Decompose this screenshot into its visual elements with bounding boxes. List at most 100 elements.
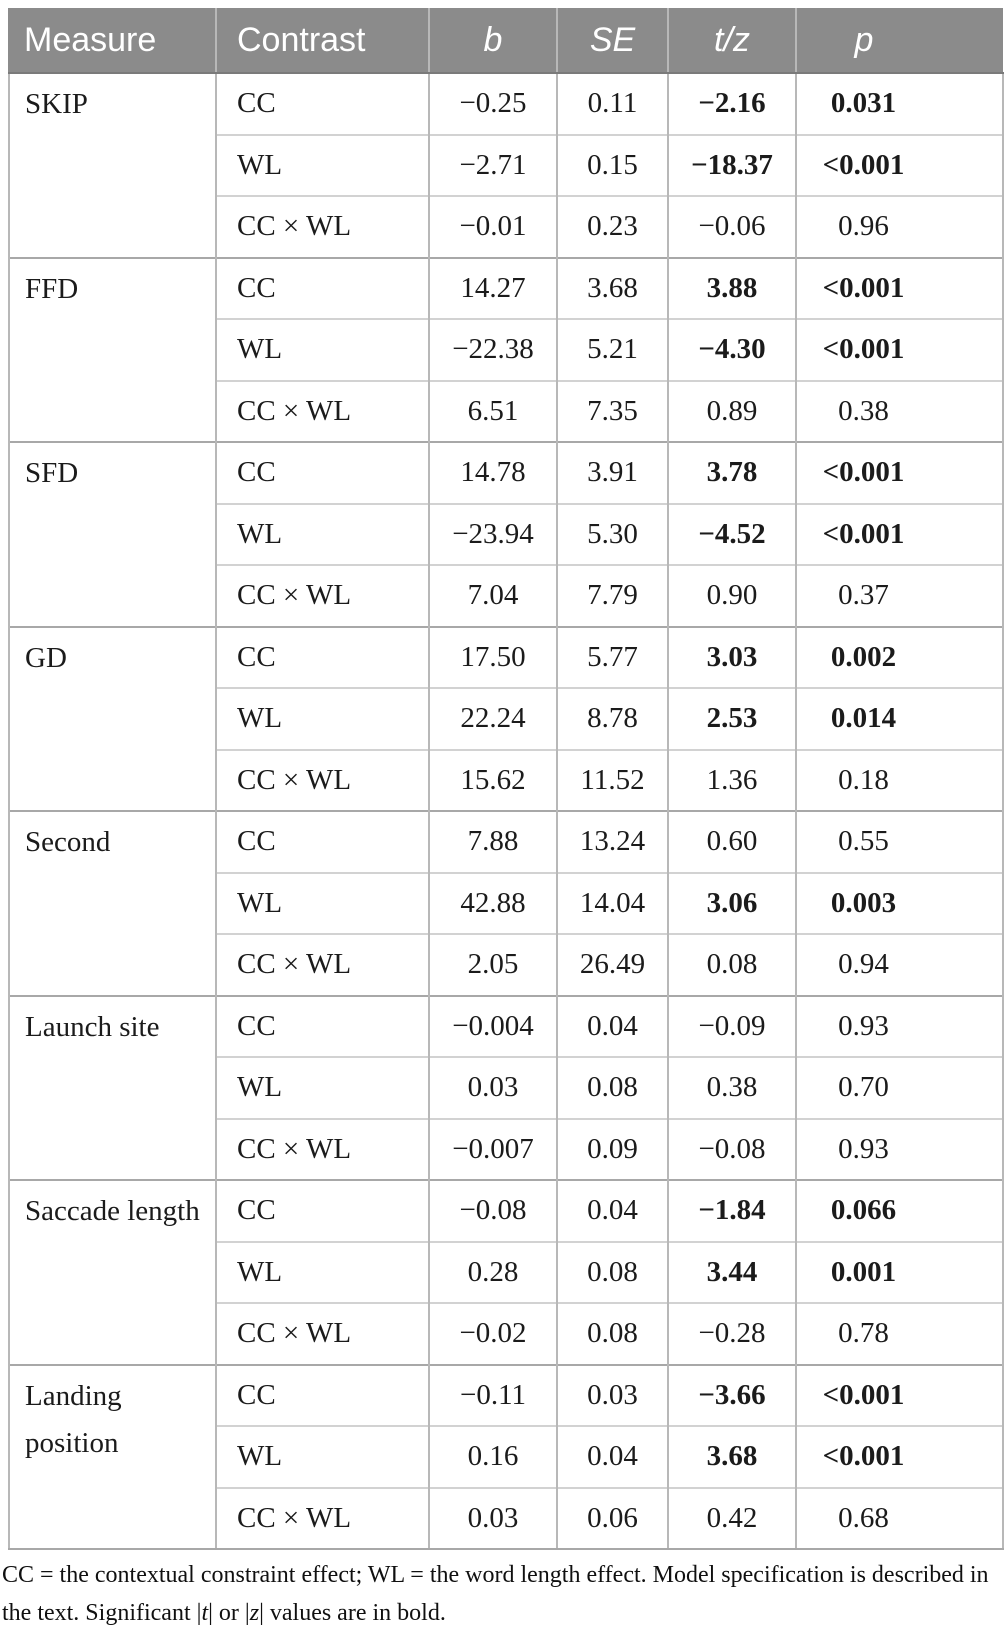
se-value: 0.15 [556, 133, 668, 196]
table-header: Measure Contrast b SE t/z p [8, 8, 1003, 74]
tz-value: −4.52 [667, 502, 796, 565]
b-value: −23.94 [428, 502, 557, 565]
table-row: CC × WL 7.04 7.79 0.90 0.37 [9, 564, 1004, 627]
p-value: 0.002 [795, 625, 1004, 688]
p-value: <0.001 [795, 441, 1004, 504]
se-value: 11.52 [556, 748, 668, 811]
p-value: 0.003 [795, 871, 1004, 934]
b-value: −2.71 [428, 133, 557, 196]
p-value: 0.031 [795, 73, 1004, 135]
table-row: Landing position CC −0.11 0.03 −3.66 <0.001 [8, 1363, 1004, 1550]
col-header-measure: Measure [8, 8, 216, 74]
footnote-text: | values are in bold. [259, 1600, 446, 1626]
tz-value: 0.90 [667, 564, 796, 627]
footnote-text: CC = the contextual constraint effect; W… [2, 1562, 989, 1626]
p-value: 0.066 [795, 1179, 1004, 1242]
tz-value: −4.30 [667, 318, 796, 381]
contrast-label: CC [215, 625, 429, 688]
contrast-label: CC × WL [215, 1117, 429, 1180]
b-value: 6.51 [428, 379, 557, 442]
se-value: 0.09 [556, 1117, 668, 1180]
table-row: SFD CC 14.78 3.91 3.78 <0.001 [8, 441, 1004, 627]
col-header-b: b [428, 8, 557, 74]
p-value: 0.18 [795, 748, 1004, 811]
contrast-label: WL [215, 1056, 429, 1119]
b-value: 0.03 [428, 1056, 557, 1119]
p-value: <0.001 [795, 1363, 1004, 1426]
table-row: WL 0.03 0.08 0.38 0.70 [9, 1056, 1004, 1119]
se-value: 0.23 [556, 195, 668, 258]
se-value: 8.78 [556, 687, 668, 750]
table-row: CC × WL −0.01 0.23 −0.06 0.96 [9, 195, 1004, 258]
measure-label: FFD [8, 256, 216, 442]
contrast-label: CC × WL [215, 933, 429, 996]
col-header-tz: t/z [667, 8, 796, 74]
tz-value: −3.66 [667, 1363, 796, 1426]
p-value: 0.55 [795, 810, 1004, 873]
table-row: CC × WL −0.02 0.08 −0.28 0.78 [9, 1302, 1004, 1365]
b-value: −0.004 [428, 994, 557, 1057]
contrast-label: CC [215, 441, 429, 504]
tz-value: −2.16 [667, 73, 796, 135]
table-row: CC × WL 6.51 7.35 0.89 0.38 [9, 379, 1004, 442]
measure-label: GD [8, 625, 216, 811]
contrast-label: WL [215, 318, 429, 381]
p-value: 0.38 [795, 379, 1004, 442]
b-value: 7.04 [428, 564, 557, 627]
tz-value: 1.36 [667, 748, 796, 811]
table-row: WL −23.94 5.30 −4.52 <0.001 [9, 502, 1004, 565]
contrast-label: WL [215, 687, 429, 750]
p-value: <0.001 [795, 256, 1004, 319]
measure-label: SKIP [8, 73, 216, 258]
b-value: −0.08 [428, 1179, 557, 1242]
b-value: 2.05 [428, 933, 557, 996]
table-row: WL 22.24 8.78 2.53 0.014 [9, 687, 1004, 750]
p-value: 0.94 [795, 933, 1004, 996]
se-value: 0.08 [556, 1302, 668, 1365]
tz-value: 3.44 [667, 1240, 796, 1303]
tz-value: 3.78 [667, 441, 796, 504]
se-value: 0.11 [556, 73, 668, 135]
measure-label: Saccade length [8, 1179, 216, 1365]
tz-value: −0.06 [667, 195, 796, 258]
se-value: 0.08 [556, 1240, 668, 1303]
tz-value: 3.03 [667, 625, 796, 688]
b-value: −22.38 [428, 318, 557, 381]
header-row: Measure Contrast b SE t/z p [8, 8, 1003, 74]
tz-value: −1.84 [667, 1179, 796, 1242]
se-value: 0.04 [556, 994, 668, 1057]
table-row: GD CC 17.50 5.77 3.03 0.002 [8, 625, 1004, 811]
p-value: 0.96 [795, 195, 1004, 258]
table-row: WL −22.38 5.21 −4.30 <0.001 [9, 318, 1004, 381]
p-value: 0.014 [795, 687, 1004, 750]
results-table: Measure Contrast b SE t/z p SKIP CC −0.25 0… [8, 8, 1004, 1550]
se-value: 14.04 [556, 871, 668, 934]
b-value: −0.02 [428, 1302, 557, 1365]
col-header-contrast: Contrast [215, 8, 429, 74]
table-row: WL −2.71 0.15 −18.37 <0.001 [9, 133, 1004, 196]
se-value: 26.49 [556, 933, 668, 996]
contrast-label: CC [215, 73, 429, 135]
table-body: SKIP CC −0.25 0.11 −2.16 0.031 WL −2.71 0.15 −18.… [8, 73, 1004, 1550]
p-value: 0.78 [795, 1302, 1004, 1365]
contrast-label: WL [215, 133, 429, 196]
se-value: 0.03 [556, 1363, 668, 1426]
b-value: 15.62 [428, 748, 557, 811]
tz-value: 3.68 [667, 1425, 796, 1488]
table-row: Saccade length CC −0.08 0.04 −1.84 0.066 [8, 1179, 1004, 1365]
footnote-text: | or | [208, 1600, 250, 1626]
b-value: 14.78 [428, 441, 557, 504]
tz-value: 2.53 [667, 687, 796, 750]
tz-value: −18.37 [667, 133, 796, 196]
contrast-label: CC × WL [215, 748, 429, 811]
b-value: −0.11 [428, 1363, 557, 1426]
p-value: 0.70 [795, 1056, 1004, 1119]
table-row: SKIP CC −0.25 0.11 −2.16 0.031 [8, 73, 1004, 258]
footnote-italic-z: z [249, 1600, 260, 1626]
p-value: 0.68 [795, 1486, 1004, 1550]
se-value: 13.24 [556, 810, 668, 873]
b-value: 14.27 [428, 256, 557, 319]
table-row: CC × WL 15.62 11.52 1.36 0.18 [9, 748, 1004, 811]
contrast-label: CC [215, 810, 429, 873]
